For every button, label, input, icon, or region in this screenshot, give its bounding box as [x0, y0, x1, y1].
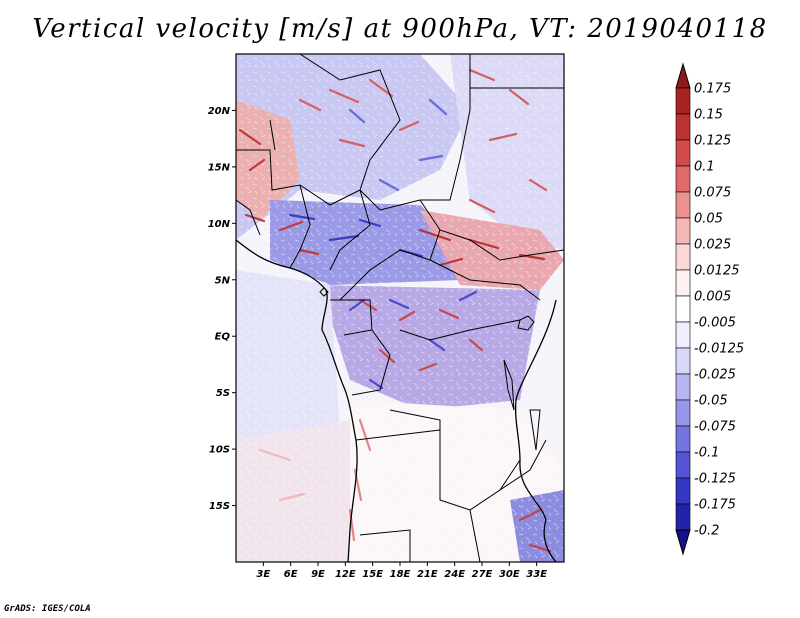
credit-text: GrADS: IGES/COLA	[4, 604, 91, 614]
colorbar-segment	[675, 425, 691, 453]
lat-tick-label: 5S	[216, 388, 230, 399]
colorbar-segment	[675, 139, 691, 167]
lat-tick-label: 5N	[215, 275, 231, 286]
colorbar-segment	[675, 503, 691, 531]
lon-tick-label: 24E	[444, 569, 465, 580]
colorbar-level-label: -0.05	[694, 394, 728, 409]
lakes	[319, 287, 541, 451]
colorbar-level-label: -0.005	[694, 316, 736, 331]
colorbar-segment	[675, 373, 691, 401]
lon-tick-label: 9E	[311, 569, 325, 580]
field-texture	[236, 54, 564, 562]
east-coastline	[514, 299, 557, 562]
lon-tick-label: 27E	[472, 569, 493, 580]
colorbar-min-triangle	[675, 529, 691, 556]
lon-tick-label: 15E	[362, 569, 383, 580]
colorbar-segment	[675, 347, 691, 375]
colorbar-level-label: 0.05	[694, 212, 723, 227]
latitude-axis: 20N 15N 10N 5N EQ 5S 10S 15S	[208, 106, 236, 512]
colorbar-level-label: 0.125	[694, 134, 731, 149]
colorbar-level-label: -0.075	[694, 420, 736, 435]
bioko-island	[319, 287, 329, 297]
colorbar-level-label: -0.2	[694, 524, 719, 539]
lake-victoria	[517, 315, 535, 331]
map-title: Vertical velocity [m/s] at 900hPa, VT: 2…	[32, 14, 768, 44]
colorbar-level-label: 0.15	[694, 108, 723, 123]
lon-tick-label: 18E	[390, 569, 411, 580]
velocity-streaks	[238, 68, 552, 553]
colorbar-segment	[675, 321, 691, 349]
colorbar-segment	[675, 477, 691, 505]
colorbar-labels: 0.175 0.15 0.125 0.1 0.075 0.05 0.025 0.0125 0.0…	[694, 82, 744, 539]
lat-tick-label: 10N	[208, 219, 231, 230]
lon-tick-label: 33E	[526, 569, 547, 580]
lat-tick-label: 15S	[209, 501, 230, 512]
lake-malawi	[529, 409, 541, 451]
colorbar-level-label: -0.1	[694, 446, 719, 461]
colorbar-level-label: -0.025	[694, 368, 736, 383]
colorbar-level-label: 0.0125	[694, 264, 740, 279]
colorbar-segment	[675, 165, 691, 193]
colorbar-segment	[675, 399, 691, 427]
colorbar-level-label: 0.1	[694, 160, 715, 175]
lon-tick-label: 12E	[335, 569, 356, 580]
lon-tick-label: 21E	[417, 569, 438, 580]
colorbar-segment	[675, 113, 691, 141]
colorbar-level-label: 0.005	[694, 290, 731, 305]
lon-tick-label: 6E	[284, 569, 298, 580]
colorbar-max-triangle	[675, 62, 691, 89]
lat-tick-label: 15N	[208, 162, 231, 173]
velocity-map	[236, 54, 564, 562]
longitude-axis: 3E 6E 9E 12E 15E 18E 21E 24E 27E 30E 33E	[256, 562, 547, 580]
lat-tick-label: 10S	[209, 445, 230, 456]
lat-tick-label: 20N	[208, 106, 231, 117]
lon-tick-label: 30E	[499, 569, 520, 580]
colorbar-level-label: -0.0125	[694, 342, 744, 357]
colorbar-level-label: 0.175	[694, 82, 731, 97]
colorbar-segment	[675, 191, 691, 219]
colorbar-segment	[675, 269, 691, 297]
velocity-field	[236, 54, 564, 562]
colorbar-level-label: -0.175	[694, 498, 736, 513]
colorbar-segment	[675, 451, 691, 479]
colorbar-segment	[675, 295, 691, 323]
colorbar	[675, 62, 691, 556]
lat-tick-label: EQ	[215, 332, 231, 343]
lon-tick-label: 3E	[256, 569, 270, 580]
lake-tanganyika	[503, 359, 515, 411]
colorbar-level-label: 0.075	[694, 186, 731, 201]
colorbar-segment	[675, 243, 691, 271]
colorbar-level-label: -0.125	[694, 472, 736, 487]
country-borders	[236, 54, 564, 562]
colorbar-segment	[675, 217, 691, 245]
colorbar-level-label: 0.025	[694, 238, 731, 253]
colorbar-segment	[675, 87, 691, 115]
